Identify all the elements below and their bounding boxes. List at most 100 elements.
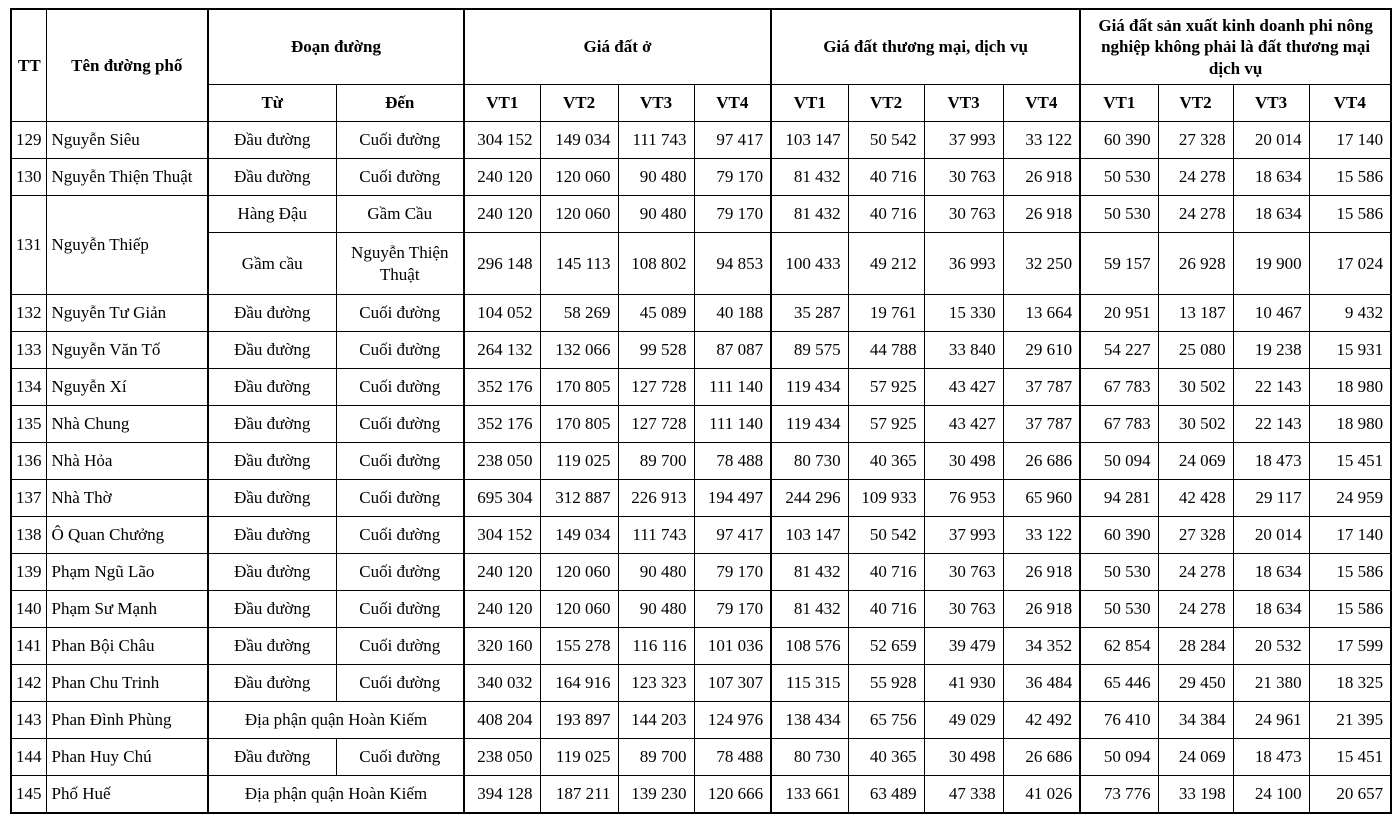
- production-vt2-cell: 27 328: [1157, 121, 1234, 159]
- production-vt4-cell: 17 024: [1308, 232, 1392, 295]
- production-vt1-cell: 50 530: [1079, 553, 1159, 591]
- header-prod-vt4: VT4: [1308, 84, 1392, 122]
- street-name-cell: Phố Huế: [45, 775, 209, 813]
- residential-vt2-cell: 120 060: [539, 590, 619, 628]
- header-to: Đến: [335, 84, 465, 122]
- residential-vt3-cell: 45 089: [617, 294, 695, 332]
- production-vt2-cell: 26 928: [1157, 232, 1234, 295]
- commercial-vt4-cell: 26 918: [1002, 590, 1081, 628]
- street-name-cell: Nhà Thờ: [45, 479, 209, 517]
- tt-cell: 130: [10, 158, 47, 196]
- production-vt3-cell: 22 143: [1232, 368, 1310, 406]
- production-vt4-cell: 15 931: [1308, 331, 1392, 369]
- commercial-vt3-cell: 37 993: [923, 121, 1004, 159]
- commercial-vt4-cell: 34 352: [1002, 627, 1081, 665]
- commercial-vt3-cell: 30 763: [923, 158, 1004, 196]
- tt-cell: 137: [10, 479, 47, 517]
- segment-from-cell: Đầu đường: [207, 405, 337, 443]
- production-vt4-cell: 15 586: [1308, 553, 1392, 591]
- production-vt2-cell: 25 080: [1157, 331, 1234, 369]
- commercial-vt1-cell: 80 730: [770, 738, 849, 776]
- residential-vt1-cell: 352 176: [463, 368, 541, 406]
- commercial-vt3-cell: 30 498: [923, 442, 1004, 480]
- residential-vt3-cell: 111 743: [617, 121, 695, 159]
- table-row: 143 Phan Đình Phùng Địa phận quận Hoàn Kiế…: [10, 701, 1392, 739]
- residential-vt2-cell: 149 034: [539, 516, 619, 554]
- residential-vt3-cell: 89 700: [617, 442, 695, 480]
- residential-vt3-cell: 111 743: [617, 516, 695, 554]
- commercial-vt1-cell: 244 296: [770, 479, 849, 517]
- residential-vt2-cell: 132 066: [539, 331, 619, 369]
- segment-to-cell: Cuối đường: [335, 590, 465, 628]
- residential-vt4-cell: 40 188: [693, 294, 772, 332]
- header-residential-price: Giá đất ở: [463, 8, 772, 85]
- residential-vt3-cell: 127 728: [617, 405, 695, 443]
- tt-cell: 135: [10, 405, 47, 443]
- commercial-vt1-cell: 80 730: [770, 442, 849, 480]
- header-prod-vt2: VT2: [1157, 84, 1234, 122]
- production-vt1-cell: 59 157: [1079, 232, 1159, 295]
- commercial-vt1-cell: 103 147: [770, 516, 849, 554]
- commercial-vt2-cell: 44 788: [847, 331, 925, 369]
- segment-to-cell: Cuối đường: [335, 294, 465, 332]
- commercial-vt1-cell: 108 576: [770, 627, 849, 665]
- commercial-vt2-cell: 63 489: [847, 775, 925, 813]
- residential-vt2-cell: 119 025: [539, 442, 619, 480]
- header-com-vt2: VT2: [847, 84, 925, 122]
- production-vt4-cell: 18 980: [1308, 368, 1392, 406]
- production-vt3-cell: 22 143: [1232, 405, 1310, 443]
- production-vt3-cell: 18 634: [1232, 195, 1310, 233]
- production-vt1-cell: 67 783: [1079, 368, 1159, 406]
- segment-from-cell: Đầu đường: [207, 331, 337, 369]
- commercial-vt4-cell: 65 960: [1002, 479, 1081, 517]
- table-row: 131 Nguyễn Thiếp Hàng Đậu Gầm Cầu 240 120 120…: [10, 195, 1392, 295]
- commercial-vt4-cell: 37 787: [1002, 368, 1081, 406]
- residential-vt2-cell: 145 113: [539, 232, 619, 295]
- commercial-vt1-cell: 81 432: [770, 590, 849, 628]
- residential-vt3-cell: 90 480: [617, 195, 695, 233]
- residential-vt1-cell: 240 120: [463, 195, 541, 233]
- production-vt3-cell: 20 014: [1232, 121, 1310, 159]
- residential-vt1-cell: 340 032: [463, 664, 541, 702]
- production-vt1-cell: 50 530: [1079, 195, 1159, 233]
- commercial-vt1-cell: 100 433: [770, 232, 849, 295]
- residential-vt1-cell: 104 052: [463, 294, 541, 332]
- production-vt1-cell: 65 446: [1079, 664, 1159, 702]
- segment-to-cell: Cuối đường: [335, 627, 465, 665]
- commercial-vt1-cell: 81 432: [770, 553, 849, 591]
- production-vt4-cell: 17 140: [1308, 516, 1392, 554]
- table-row: 144 Phan Huy Chú Đầu đường Cuối đường 238 05…: [10, 738, 1392, 776]
- tt-cell: 139: [10, 553, 47, 591]
- header-com-vt1: VT1: [770, 84, 849, 122]
- production-vt2-cell: 30 502: [1157, 405, 1234, 443]
- segment-to-cell: Cuối đường: [335, 479, 465, 517]
- segment-from-cell: Đầu đường: [207, 121, 337, 159]
- table-row: 139 Phạm Ngũ Lão Đầu đường Cuối đường 240 12…: [10, 553, 1392, 591]
- residential-vt4-cell: 194 497: [693, 479, 772, 517]
- commercial-vt4-cell: 42 492: [1002, 701, 1081, 739]
- residential-vt4-cell: 94 853: [693, 232, 772, 295]
- segment-to-cell: Cuối đường: [335, 442, 465, 480]
- commercial-vt4-cell: 26 918: [1002, 553, 1081, 591]
- residential-vt3-cell: 99 528: [617, 331, 695, 369]
- residential-vt4-cell: 111 140: [693, 405, 772, 443]
- commercial-vt2-cell: 19 761: [847, 294, 925, 332]
- residential-vt4-cell: 120 666: [693, 775, 772, 813]
- commercial-vt3-cell: 30 763: [923, 195, 1004, 233]
- commercial-vt2-cell: 50 542: [847, 516, 925, 554]
- production-vt3-cell: 29 117: [1232, 479, 1310, 517]
- commercial-vt3-cell: 15 330: [923, 294, 1004, 332]
- residential-vt3-cell: 90 480: [617, 553, 695, 591]
- tt-cell: 129: [10, 121, 47, 159]
- production-vt2-cell: 13 187: [1157, 294, 1234, 332]
- residential-vt4-cell: 97 417: [693, 121, 772, 159]
- residential-vt4-cell: 97 417: [693, 516, 772, 554]
- residential-vt1-cell: 296 148: [463, 232, 541, 295]
- residential-vt2-cell: 120 060: [539, 195, 619, 233]
- production-vt1-cell: 60 390: [1079, 121, 1159, 159]
- residential-vt1-cell: 394 128: [463, 775, 541, 813]
- production-vt3-cell: 21 380: [1232, 664, 1310, 702]
- residential-vt1-cell: 238 050: [463, 738, 541, 776]
- residential-vt3-cell: 123 323: [617, 664, 695, 702]
- segment-merged-cell: Địa phận quận Hoàn Kiếm: [206, 775, 465, 813]
